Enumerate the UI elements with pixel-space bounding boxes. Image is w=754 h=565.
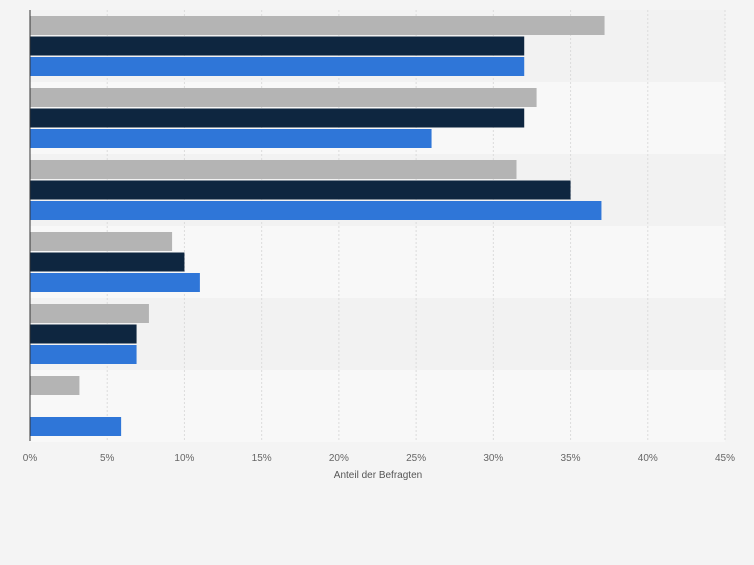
bar[interactable] bbox=[30, 417, 122, 436]
bar[interactable] bbox=[30, 160, 517, 179]
bar[interactable] bbox=[30, 232, 173, 251]
bar[interactable] bbox=[30, 201, 602, 220]
bar[interactable] bbox=[30, 304, 149, 323]
category-bands bbox=[30, 10, 725, 442]
bar[interactable] bbox=[30, 88, 537, 107]
bar[interactable] bbox=[30, 324, 137, 344]
x-tick-label: 40% bbox=[638, 453, 658, 464]
bar[interactable] bbox=[30, 129, 432, 148]
x-tick-label: 10% bbox=[174, 453, 194, 464]
x-tick-labels: 0% 5% 10% 15% 20% 25% 30% 35% 40% 45% bbox=[23, 453, 735, 464]
x-tick-label: 0% bbox=[23, 453, 38, 464]
bars bbox=[30, 16, 605, 436]
category-band bbox=[30, 370, 725, 442]
bar[interactable] bbox=[30, 180, 571, 200]
bar[interactable] bbox=[30, 16, 605, 35]
x-axis-label: Anteil der Befragten bbox=[334, 470, 422, 481]
x-tick-label: 5% bbox=[100, 453, 115, 464]
bar[interactable] bbox=[30, 252, 185, 272]
x-tick-label: 20% bbox=[329, 453, 349, 464]
x-tick-label: 30% bbox=[483, 453, 503, 464]
bar[interactable] bbox=[30, 57, 525, 76]
gridlines bbox=[106, 10, 726, 442]
bar[interactable] bbox=[30, 36, 525, 56]
x-tick-label: 15% bbox=[252, 453, 272, 464]
bar[interactable] bbox=[30, 376, 80, 395]
x-tick-label: 35% bbox=[561, 453, 581, 464]
bar[interactable] bbox=[30, 273, 200, 292]
x-tick-label: 45% bbox=[715, 453, 735, 464]
bar[interactable] bbox=[30, 345, 137, 364]
bar[interactable] bbox=[30, 108, 525, 128]
x-tick-label: 25% bbox=[406, 453, 426, 464]
